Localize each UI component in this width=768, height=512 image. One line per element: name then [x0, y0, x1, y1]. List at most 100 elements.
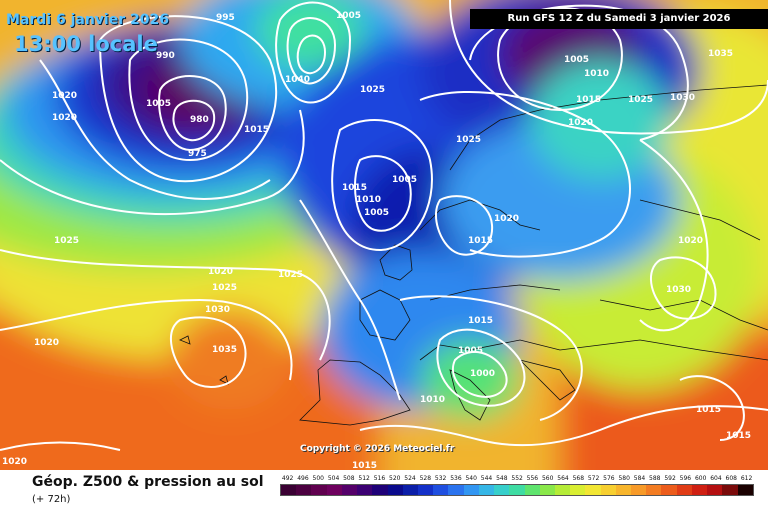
legend-swatch: [417, 485, 434, 495]
isobar-label: 1020: [34, 338, 59, 348]
legend-swatch: [372, 485, 388, 495]
color-scale-legend: 492 496 500 504 508 512 516 520 524 528 532 536 540 5…: [280, 474, 754, 498]
isobar-label: 975: [188, 149, 207, 159]
legend-value: 568: [572, 475, 585, 482]
legend-swatch: [676, 485, 692, 495]
legend-swatch: [463, 485, 479, 495]
isobar-label: 1005: [146, 99, 171, 109]
legend-value: 540: [465, 475, 477, 482]
legend-value: 512: [358, 475, 370, 482]
isobar-label: 1000: [470, 369, 495, 379]
isobar-label: 1005: [564, 55, 589, 65]
legend-labels: 492 496 500 504 508 512 516 520 524 528 532 536 540 5…: [280, 474, 754, 484]
isobar-label: 1005: [392, 175, 417, 185]
legend-swatch: [600, 485, 616, 495]
legend-value: 548: [496, 475, 508, 482]
legend-swatch: [311, 485, 327, 495]
isobar-labels: 995 1005 1035 990 1020 1020 1005 1040 10…: [2, 11, 751, 470]
isobar-label: 995: [216, 13, 235, 23]
legend-swatches: [280, 484, 754, 496]
isobar-label: 1020: [208, 267, 233, 277]
legend-swatch: [570, 485, 586, 495]
legend-swatch: [341, 485, 358, 495]
legend-swatch: [433, 485, 449, 495]
legend-swatch: [707, 485, 723, 495]
isobar-label: 1025: [278, 270, 303, 280]
legend-swatch: [478, 485, 495, 495]
legend-value: 588: [649, 475, 661, 482]
isobar-label: 1015: [696, 405, 721, 415]
legend-swatch: [281, 485, 297, 495]
legend-value: 520: [389, 475, 401, 482]
isobar-label: 1035: [212, 345, 237, 355]
isobar-label: 1030: [670, 93, 695, 103]
isobar-label: 990: [156, 51, 175, 61]
legend-value: 504: [327, 475, 340, 482]
legend-swatch: [737, 485, 753, 495]
isobar-label: 1015: [576, 95, 601, 105]
isobar-label: 1040: [285, 75, 310, 85]
weather-map: 995 1005 1035 990 1020 1020 1005 1040 10…: [0, 0, 768, 470]
isobar-label: 1020: [568, 118, 593, 128]
geopotential-field: [0, 0, 768, 470]
map-title: Géop. Z500 & pression au sol: [32, 474, 264, 490]
forecast-time: 13:00 locale: [14, 32, 158, 56]
legend-value: 524: [404, 475, 416, 482]
legend-value: 612: [740, 475, 753, 482]
isobar-label: 1015: [352, 461, 377, 470]
legend-swatch: [448, 485, 464, 495]
isobar-label: 980: [190, 115, 209, 125]
legend-swatch: [631, 485, 647, 495]
legend-swatch: [539, 485, 555, 495]
isobar-label: 1025: [54, 236, 79, 246]
legend-value: 536: [450, 475, 462, 482]
map-canvas: 995 1005 1035 990 1020 1020 1005 1040 10…: [0, 0, 768, 470]
isobar-label: 1010: [356, 195, 381, 205]
legend-value: 576: [603, 475, 615, 482]
legend-swatch: [585, 485, 601, 495]
legend-value: 584: [633, 475, 646, 482]
legend-swatch: [402, 485, 418, 495]
legend-swatch: [615, 485, 632, 495]
legend-value: 592: [664, 475, 676, 482]
isobar-label: 1015: [468, 236, 493, 246]
forecast-date: Mardi 6 janvier 2026: [6, 12, 169, 28]
legend-swatch: [722, 485, 738, 495]
legend-value: 604: [710, 475, 722, 482]
legend-swatch: [524, 485, 540, 495]
isobar-label: 1030: [205, 305, 230, 315]
legend-value: 572: [587, 475, 600, 482]
legend-value: 544: [480, 475, 493, 482]
isobar-label: 1025: [212, 283, 237, 293]
isobar-label: 1015: [468, 316, 493, 326]
isobar-label: 1035: [708, 49, 733, 59]
legend-value: 492: [281, 475, 294, 482]
legend-value: 552: [511, 475, 523, 482]
isobar-label: 1030: [666, 285, 691, 295]
isobar-label: 1020: [2, 457, 27, 467]
legend-swatch: [646, 485, 662, 495]
legend-swatch: [494, 485, 510, 495]
isobar-label: 1005: [336, 11, 361, 21]
legend-swatch: [509, 485, 525, 495]
isobar-label: 1015: [726, 431, 751, 441]
legend-swatch: [554, 485, 571, 495]
legend-swatch: [357, 485, 373, 495]
isobar-label: 1020: [52, 91, 77, 101]
legend-value: 580: [618, 475, 630, 482]
isobar-label: 1005: [364, 208, 389, 218]
isobar-label: 1005: [458, 346, 483, 356]
legend-swatch: [691, 485, 708, 495]
legend-value: 500: [312, 475, 324, 482]
legend-value: 508: [343, 475, 355, 482]
legend-swatch: [387, 485, 403, 495]
isobar-label: 1015: [244, 125, 269, 135]
legend-swatch: [296, 485, 312, 495]
legend-value: 596: [679, 475, 692, 482]
legend-value: 496: [297, 475, 309, 482]
copyright-notice: Copyright © 2026 Meteociel.fr: [300, 444, 455, 454]
legend-value: 560: [541, 475, 554, 482]
isobar-label: 1010: [584, 69, 609, 79]
legend-value: 528: [419, 475, 432, 482]
legend-value: 516: [373, 475, 386, 482]
